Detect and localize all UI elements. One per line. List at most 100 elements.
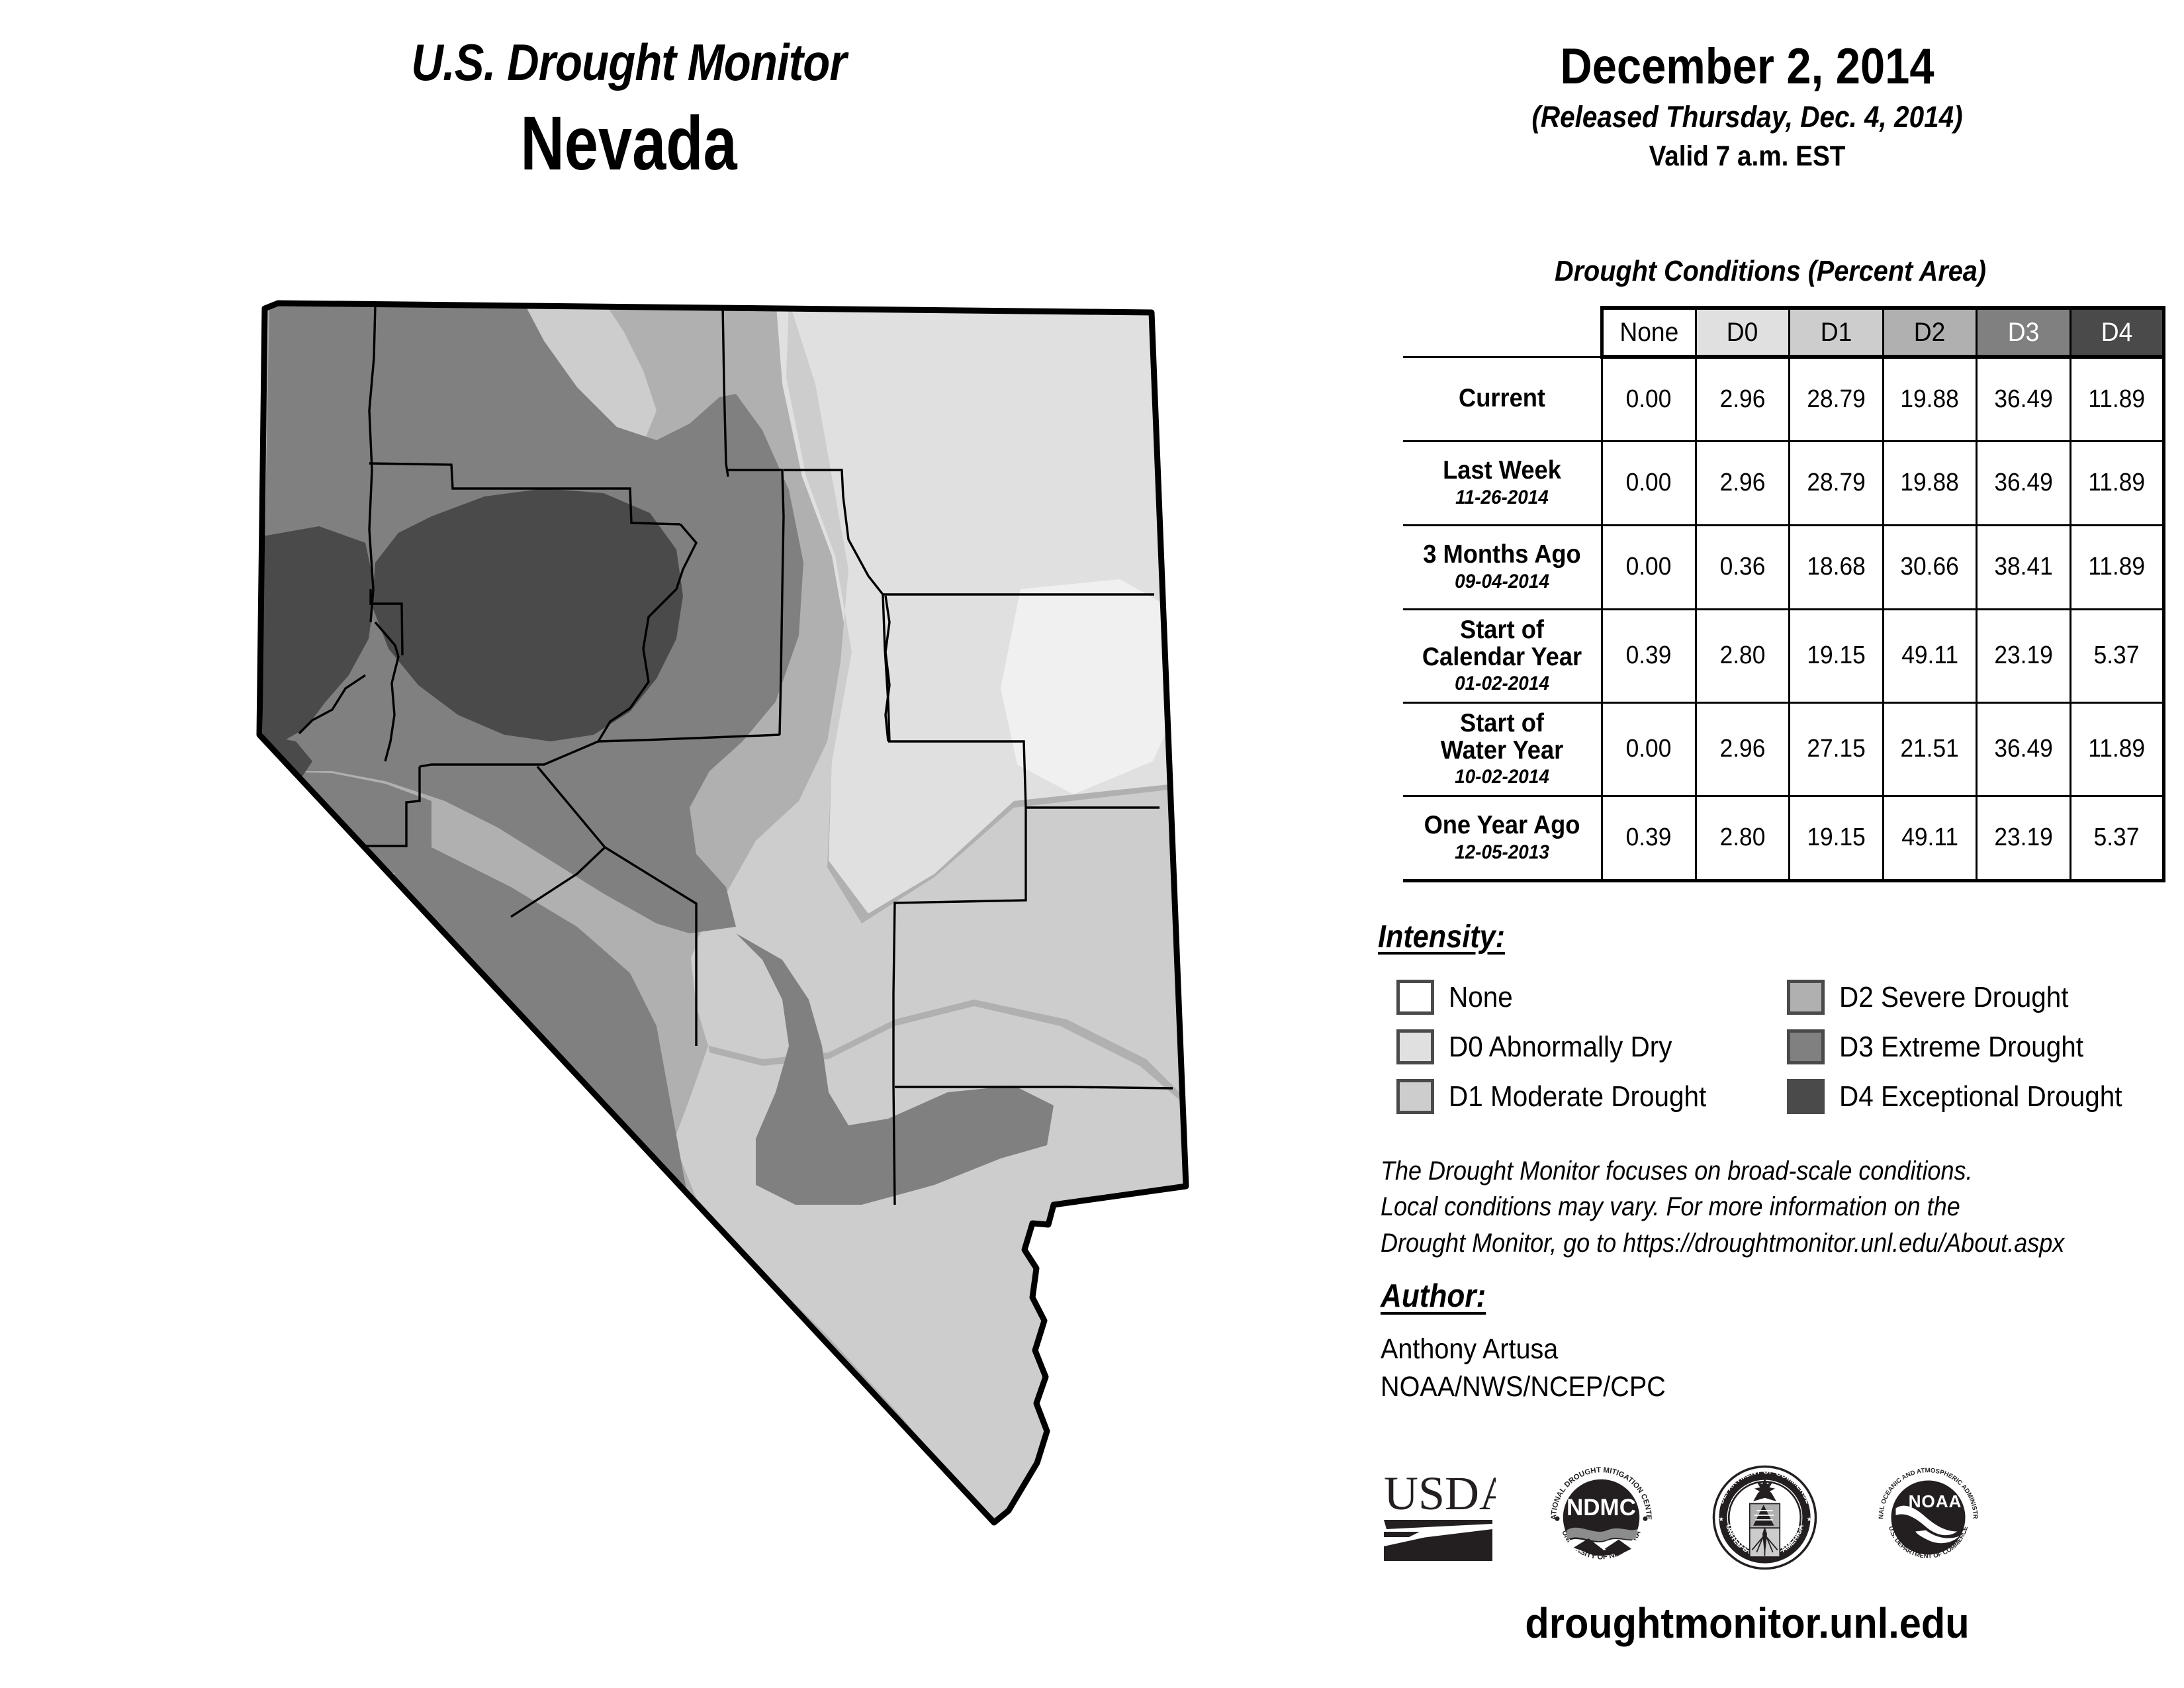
table-row: Start of Water Year 10-02-2014 0.00 2.96 27.… [1403,701,2165,797]
column-header-d4: D4 [2069,306,2165,359]
header-corner-blank [1403,308,1602,357]
title-block: U.S. Drought Monitor Nevada [0,36,1257,187]
cell-d4: 11.89 [2069,355,2165,442]
row-label: Start of Calendar Year 01-02-2014 [1403,608,1603,704]
legend-item-d0[interactable]: D0 Abnormally Dry [1396,1029,1692,1064]
table-row: 3 Months Ago 09-04-2014 0.00 0.36 18.68 30.66… [1403,524,2165,610]
svg-text:NDMC: NDMC [1567,1495,1636,1521]
cell-d1: 19.15 [1788,794,1884,882]
page-title: U.S. Drought Monitor [411,33,846,91]
table-head: None D0 D1 D2 D3 D4 [1403,306,2165,359]
cell-d0: 2.96 [1694,701,1790,797]
legend-label: None [1449,980,1513,1013]
cell-d0: 2.96 [1694,355,1790,442]
cell-d3: 23.19 [1976,794,2071,882]
row-label: Current [1403,355,1603,442]
row-label: One Year Ago 12-05-2013 [1403,794,1603,882]
cell-d1: 19.15 [1788,608,1884,704]
legend-label: D0 Abnormally Dry [1449,1030,1672,1063]
legend-swatch [1787,1079,1825,1114]
noaa-logo[interactable]: NATIONAL OCEANIC AND ATMOSPHERIC ADMINIS… [1870,1460,1986,1575]
nevada-drought-map[interactable] [233,278,1199,1542]
svg-text:NOAA: NOAA [1909,1491,1962,1511]
region-d0-east-pocket [1001,579,1186,794]
disclaimer-text: The Drought Monitor focuses on broad-sca… [1381,1156,2065,1258]
ndmc-logo[interactable]: NATIONAL DROUGHT MITIGATION CENTER UNIVE… [1543,1460,1659,1575]
row-label-date: 09-04-2014 [1455,570,1549,592]
cell-d2: 49.11 [1882,794,1978,882]
table-body: Current 0.00 2.96 28.79 19.88 36.49 11.89 Last … [1403,355,2165,882]
table-row: Last Week 11-26-2014 0.00 2.96 28.79 19.88 36.… [1403,440,2165,526]
cell-d3: 23.19 [1976,608,2071,704]
state-title: Nevada [520,101,737,186]
column-header-d2: D2 [1882,306,1978,359]
table-row: One Year Ago 12-05-2013 0.39 2.80 19.15 49.11… [1403,794,2165,882]
legend-item-d4[interactable]: D4 Exceptional Drought [1787,1079,2147,1114]
cell-d0: 2.96 [1694,440,1790,526]
cell-none: 0.00 [1601,701,1697,797]
svg-text:★: ★ [1807,1516,1813,1523]
cell-d1: 27.15 [1788,701,1884,797]
cell-d3: 36.49 [1976,701,2071,797]
legend-swatch [1396,1029,1434,1064]
row-label-title: 3 Months Ago [1423,540,1581,569]
column-header-d0: D0 [1694,306,1790,359]
row-label-date: 10-02-2014 [1455,766,1549,788]
author-label: Author: [1381,1278,1486,1314]
legend-item-none[interactable]: None [1396,980,1518,1015]
row-label-date: 12-05-2013 [1455,841,1549,863]
row-label: Start of Water Year 10-02-2014 [1403,701,1603,797]
cell-d4: 11.89 [2069,524,2165,610]
legend-swatch [1787,980,1825,1015]
row-label: Last Week 11-26-2014 [1403,440,1603,526]
column-header-none: None [1600,306,1697,359]
table-row: Current 0.00 2.96 28.79 19.88 36.49 11.89 [1403,355,2165,442]
row-label-title: Start of Water Year [1440,708,1564,765]
legend-item-d1[interactable]: D1 Moderate Drought [1396,1079,1729,1114]
legend-label: D4 Exceptional Drought [1839,1080,2122,1113]
state-outline [256,300,1189,1526]
cell-d1: 18.68 [1788,524,1884,610]
legend-label: D1 Moderate Drought [1449,1080,1707,1113]
date-block: December 2, 2014 (Released Thursday, Dec… [1310,41,2184,171]
cell-d1: 28.79 [1788,355,1884,442]
drought-conditions-table: None D0 D1 D2 D3 D4 Current 0.00 2.96 28.79 19.88… [1403,306,2165,882]
map-svg [256,300,1189,1526]
region-d3-south-arm [736,933,1054,1205]
column-header-d1: D1 [1788,306,1884,359]
region-d1-north-notch [514,303,657,444]
legend-item-d2[interactable]: D2 Severe Drought [1787,980,2089,1015]
legend-label: D2 Severe Drought [1839,980,2069,1013]
table-header-row: None D0 D1 D2 D3 D4 [1403,306,2165,359]
cell-d4: 11.89 [2069,701,2165,797]
cell-d2: 21.51 [1882,701,1978,797]
column-header-d3: D3 [1976,306,2071,359]
cell-d2: 30.66 [1882,524,1978,610]
county-boundaries [298,304,1173,1205]
legend-item-d3[interactable]: D3 Extreme Drought [1787,1029,2105,1064]
release-date: December 2, 2014 [1560,38,1934,95]
cell-d0: 2.80 [1694,608,1790,704]
region-d4-central [372,489,683,741]
released-on: (Released Thursday, Dec. 4, 2014) [1531,99,1963,134]
cell-d3: 36.49 [1976,355,2071,442]
author-name: Anthony Artusa NOAA/NWS/NCEP/CPC [1381,1333,1666,1403]
valid-time: Valid 7 a.m. EST [1649,140,1846,172]
cell-d4: 11.89 [2069,440,2165,526]
cell-d2: 49.11 [1882,608,1978,704]
cell-d0: 2.80 [1694,794,1790,882]
cell-d0: 0.36 [1694,524,1790,610]
row-label-title: Last Week [1443,456,1561,485]
row-label-date: 11-26-2014 [1455,486,1549,508]
footer-url[interactable]: droughtmonitor.unl.edu [1525,1599,1970,1647]
row-label-title: Current [1459,384,1545,413]
svg-text:★: ★ [1719,1516,1725,1523]
legend-swatch [1787,1029,1825,1064]
table-row: Start of Calendar Year 01-02-2014 0.39 2.80… [1403,608,2165,704]
row-label-title: Start of Calendar Year [1422,615,1582,671]
doc-seal-logo[interactable]: DEPARTMENT OF COMMERCE UNITED STATES OF … [1707,1460,1823,1575]
cell-none: 0.39 [1601,794,1697,882]
cell-d3: 38.41 [1976,524,2071,610]
